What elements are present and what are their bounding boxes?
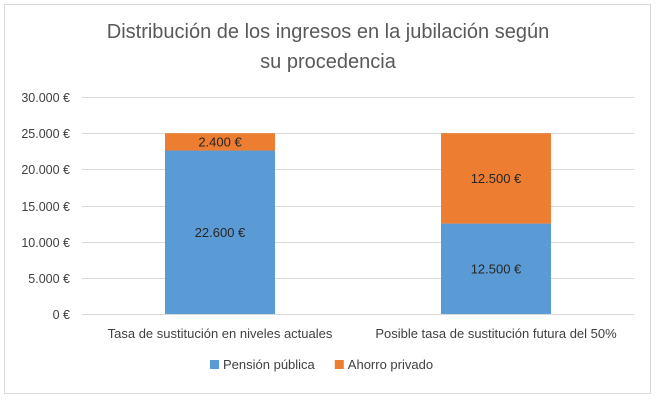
data-label: 2.400 € (198, 134, 242, 149)
x-category-label: Tasa de sustitución en niveles actuales (108, 326, 333, 341)
data-label: 22.600 € (195, 225, 246, 240)
bar-segment-ahorro-privado (441, 133, 551, 224)
legend-label: Ahorro privado (348, 357, 433, 372)
y-tick-label: 25.000 € (21, 127, 70, 141)
bars (165, 133, 551, 314)
data-label: 12.500 € (471, 261, 522, 276)
y-tick-label: 20.000 € (21, 163, 70, 177)
y-tick-label: 10.000 € (21, 236, 70, 250)
y-tick-label: 0 € (53, 308, 70, 322)
bar-segment-pension-publica (441, 223, 551, 314)
data-label: 12.500 € (471, 171, 522, 186)
chart-title: Distribución de los ingresos en la jubil… (107, 21, 549, 73)
y-tick-label: 15.000 € (21, 200, 70, 214)
chart-title-line-1: Distribución de los ingresos en la jubil… (107, 21, 549, 43)
y-tick-label: 5.000 € (28, 272, 70, 286)
chart-title-line-2: su procedencia (260, 51, 397, 73)
x-axis-categories: Tasa de sustitución en niveles actuales P… (108, 326, 617, 341)
bar-segment-pension-publica (165, 150, 275, 314)
grid-lines (82, 97, 634, 315)
y-axis-ticks: 0 € 5.000 € 10.000 € 15.000 € 20.000 € 25.000… (21, 91, 70, 322)
legend: Pensión pública Ahorro privado (210, 357, 433, 372)
data-labels: 22.600 € 2.400 € 12.500 € 12.500 € (195, 134, 522, 276)
x-category-label: Posible tasa de sustitución futura del 5… (375, 326, 617, 341)
bar-segment-ahorro-privado (165, 133, 275, 151)
y-tick-label: 30.000 € (21, 91, 70, 105)
legend-swatch (210, 360, 219, 369)
legend-label: Pensión pública (223, 357, 316, 372)
legend-swatch (334, 360, 344, 369)
